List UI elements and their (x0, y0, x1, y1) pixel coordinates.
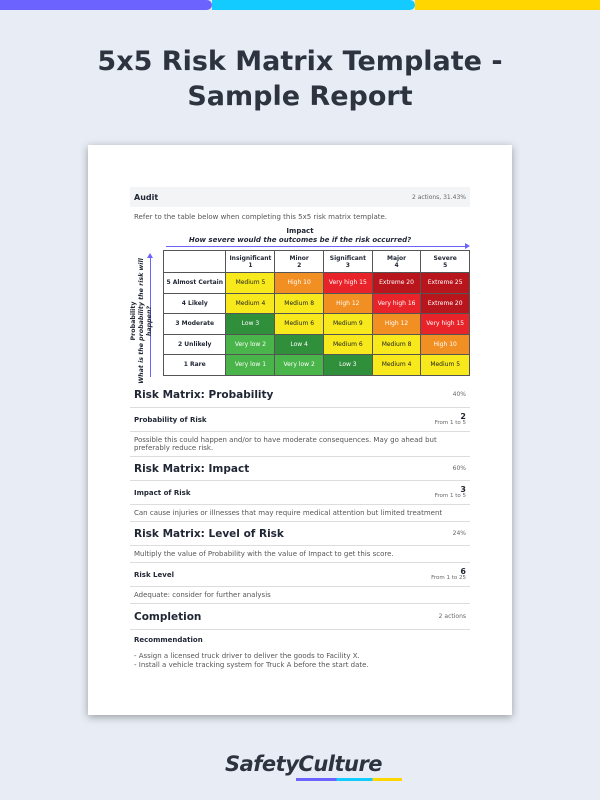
recommendation-label: Recommendation (134, 636, 203, 644)
impact-column-header: Major 4 (371, 250, 422, 273)
risk-cell: Medium 4 (371, 354, 422, 376)
impact-column-header: Insignificant 1 (225, 250, 276, 273)
safetyculture-logo: SafetyCulture (225, 752, 402, 781)
page-title: 5x5 Risk Matrix Template - Sample Report (97, 46, 503, 112)
impact-column-header: Minor 2 (274, 250, 324, 273)
level-section-header: Risk Matrix: Level of Risk 24% (130, 522, 470, 546)
risk-cell: High 10 (274, 272, 324, 294)
probability-row-header: 2 Unlikely (162, 333, 227, 355)
impact-question: How severe would the outcomes be if the … (188, 236, 412, 244)
matrix-row: 3 Moderate Low 3 Medium 6 Medium 9 High 12 Ve… (162, 313, 470, 335)
risk-cell: Very low 2 (274, 354, 324, 376)
impact-question[interactable]: Impact of Risk 3 From 1 to 5 (130, 481, 470, 505)
risk-cell: Medium 9 (322, 313, 373, 335)
probability-row-header: 1 Rare (162, 354, 227, 376)
risk-level-description: Adequate: consider for further analysis (130, 587, 470, 604)
impact-column-header: Severe 5 (420, 250, 470, 273)
impact-section-header: Risk Matrix: Impact 60% (130, 457, 470, 481)
probability-row-header: 5 Almost Certain (162, 272, 227, 294)
risk-cell: Low 4 (274, 333, 324, 355)
impact-title: Impact (286, 227, 314, 235)
risk-level-question[interactable]: Risk Level 6 From 1 to 25 (130, 563, 470, 587)
risk-cell: Medium 8 (274, 292, 324, 314)
probability-section-header: Risk Matrix: Probability 40% (130, 382, 470, 408)
audit-note: Refer to the table below when completing… (134, 213, 388, 221)
risk-cell: Very low 1 (225, 354, 276, 376)
risk-cell: High 10 (420, 333, 470, 355)
level-note: Multiply the value of Probability with t… (130, 546, 470, 563)
risk-cell: Medium 5 (420, 354, 470, 376)
impact-description: Can cause injuries or illnesses that may… (130, 505, 470, 522)
matrix-corner (162, 250, 227, 273)
probability-question[interactable]: Probability of Risk 2 From 1 to 5 (130, 408, 470, 432)
audit-section-header: Audit 2 actions, 31.43% (130, 187, 470, 207)
impact-column-header: Significant 3 (322, 250, 373, 273)
risk-cell: Low 3 (225, 313, 276, 335)
risk-cell: Medium 4 (225, 292, 276, 314)
risk-cell: Extreme 25 (420, 272, 470, 294)
completion-section-header: Completion 2 actions (130, 604, 470, 630)
risk-cell: Extreme 20 (420, 292, 470, 314)
brand-stripe (0, 0, 600, 10)
impact-arrow-icon (166, 243, 470, 249)
risk-cell: Medium 8 (371, 333, 422, 355)
matrix-table: Insignificant 1 Minor 2 Significant 3 Major 4 Se… (162, 250, 470, 376)
matrix-row: 4 Likely Medium 4 Medium 8 High 12 Very high… (162, 292, 470, 314)
risk-cell: Very high 16 (371, 292, 422, 314)
risk-cell: High 12 (371, 313, 422, 335)
matrix-header-row: Insignificant 1 Minor 2 Significant 3 Major 4 Se… (162, 250, 470, 273)
risk-cell: Low 3 (322, 354, 373, 376)
probability-description: Possible this could happen and/or to hav… (130, 432, 470, 457)
recommendation-text: - Assign a licensed truck driver to deli… (134, 652, 369, 669)
risk-cell: Very high 15 (322, 272, 373, 294)
risk-cell: Extreme 20 (371, 272, 422, 294)
risk-matrix: Impact How severe would the outcomes be … (130, 227, 470, 384)
risk-cell: High 12 (322, 292, 373, 314)
risk-cell: Very high 15 (420, 313, 470, 335)
risk-cell: Very low 2 (225, 333, 276, 355)
risk-cell: Medium 5 (225, 272, 276, 294)
report-page: Audit 2 actions, 31.43% Refer to the tabl… (88, 145, 512, 715)
matrix-row: 5 Almost Certain Medium 5 High 10 Very high… (162, 272, 470, 294)
risk-cell: Medium 6 (274, 313, 324, 335)
matrix-row: 2 Unlikely Very low 2 Low 4 Medium 6 Medium … (162, 333, 470, 355)
probability-row-header: 3 Moderate (162, 313, 227, 335)
probability-arrow-icon (147, 253, 153, 377)
risk-cell: Medium 6 (322, 333, 373, 355)
probability-row-header: 4 Likely (162, 292, 227, 314)
probability-label: Probability What is the probability the r… (130, 258, 153, 384)
